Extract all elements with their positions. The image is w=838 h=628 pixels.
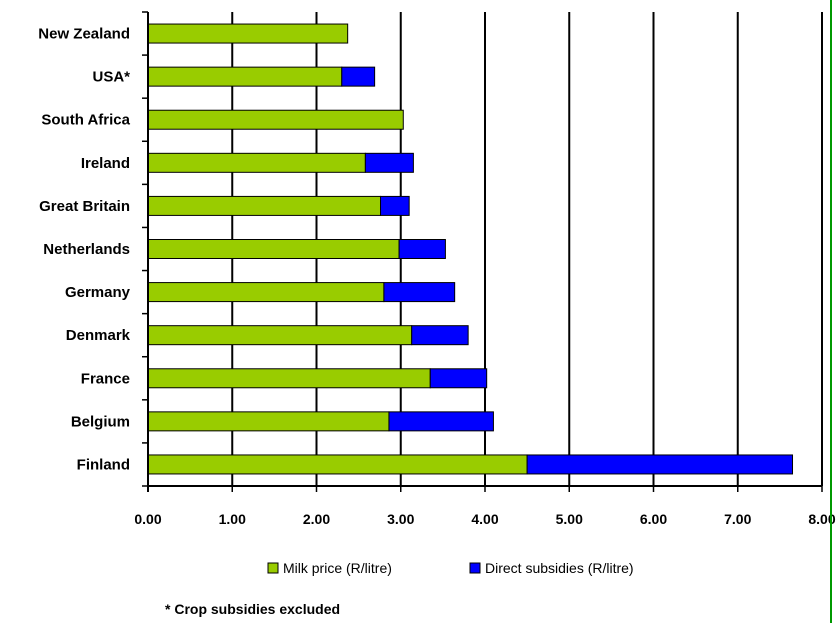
category-label: France [81,370,130,387]
bar-milk-price [147,454,528,475]
legend-label-direct-subsidies: Direct subsidies (R/litre) [485,560,634,576]
bar-milk-price [147,66,343,87]
bar-direct-subsidies [341,66,376,87]
bar-milk-price [147,282,385,303]
bar-milk-price [147,325,413,346]
category-label: Finland [77,456,130,473]
bar-milk-price [147,23,349,44]
legend-swatch-direct-subsidies [469,562,481,574]
legend: Milk price (R/litre) Direct subsidies (R… [267,560,634,576]
category-label: Netherlands [43,241,130,258]
category-label: Germany [65,284,131,301]
x-tick-label: 7.00 [724,511,751,527]
x-tick-label: 6.00 [640,511,667,527]
bar-direct-subsidies [411,325,469,346]
legend-swatch-milk-price [267,562,279,574]
category-label: Ireland [81,155,130,172]
x-tick-label: 0.00 [134,511,161,527]
bar-direct-subsidies [526,454,794,475]
bar-milk-price [147,368,431,389]
bar-direct-subsidies [383,282,456,303]
bar-direct-subsidies [388,411,494,432]
category-label: USA* [92,69,130,86]
bar-milk-price [147,195,382,216]
bar-milk-price [147,411,390,432]
bar-direct-subsidies [380,195,410,216]
footnote: * Crop subsidies excluded [165,601,340,617]
x-tick-label: 5.00 [556,511,583,527]
x-tick-label: 2.00 [303,511,330,527]
axes: New Zealand USA* South Africa Ireland Great … [38,11,836,527]
category-label: New Zealand [38,26,130,43]
bar-milk-price [147,152,366,173]
x-tick-label: 8.00 [808,511,835,527]
bar-milk-price [147,239,400,259]
legend-label-milk-price: Milk price (R/litre) [283,560,392,576]
bars [147,23,794,475]
bar-milk-price [147,109,404,130]
category-label: South Africa [41,112,130,129]
category-label: Great Britain [39,198,130,215]
x-tick-label: 4.00 [471,511,498,527]
category-label: Belgium [71,413,130,430]
category-label: Denmark [66,327,131,344]
x-tick-label: 3.00 [387,511,414,527]
bar-direct-subsidies [398,239,446,259]
x-tick-label: 1.00 [219,511,246,527]
bar-direct-subsidies [364,152,414,173]
bar-direct-subsidies [429,368,488,389]
